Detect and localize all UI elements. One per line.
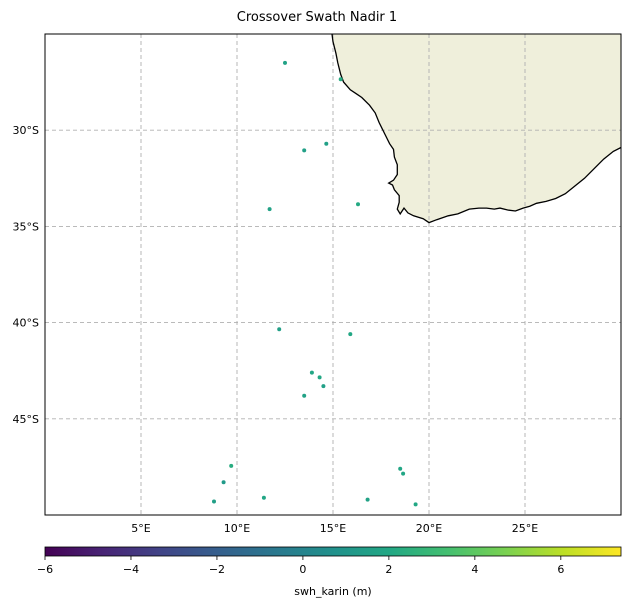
swath-point	[321, 384, 326, 389]
gridlines	[45, 34, 621, 515]
colorbar: −6 −4 −2 0 2 4 6 swh_karin (m)	[37, 546, 622, 598]
lat-tick-label: 40°S	[13, 317, 39, 330]
swath-point	[324, 141, 329, 146]
map-area	[44, 33, 622, 516]
coastline	[331, 34, 621, 224]
colorbar-tick-label: −4	[123, 563, 139, 576]
swath-point	[398, 466, 403, 471]
colorbar-label: swh_karin (m)	[294, 585, 371, 598]
latitude-tick-labels: 30°S 35°S 40°S 45°S	[13, 124, 39, 426]
swath-point	[302, 393, 307, 398]
lon-tick-label: 5°E	[131, 522, 150, 535]
swath-point	[261, 495, 266, 500]
swath-point	[356, 202, 360, 207]
swath-point	[229, 463, 234, 468]
lat-tick-label: 35°S	[13, 220, 39, 233]
lon-tick-label: 15°E	[320, 522, 346, 535]
swath-point	[348, 332, 353, 337]
swath-point	[413, 502, 418, 507]
colorbar-ticks: −6 −4 −2 0 2 4 6	[37, 556, 564, 576]
colorbar-tick-label: 0	[299, 563, 306, 576]
colorbar-tick-label: 6	[557, 563, 564, 576]
swath-point	[401, 471, 406, 476]
swath-points	[212, 60, 418, 507]
lat-tick-label: 45°S	[13, 413, 39, 426]
map-frame	[44, 33, 622, 516]
colorbar-tick-label: 2	[385, 563, 392, 576]
swath-point	[365, 497, 370, 502]
swath-point	[338, 77, 343, 82]
swath-point	[221, 480, 226, 485]
land-polygon	[332, 34, 621, 223]
colorbar-gradient	[44, 546, 622, 557]
swath-point	[317, 375, 322, 380]
swath-point	[283, 60, 287, 65]
swath-point	[267, 207, 272, 212]
colorbar-tick-label: 4	[471, 563, 478, 576]
swath-point	[302, 148, 307, 153]
lat-tick-label: 30°S	[13, 124, 39, 137]
swath-point	[277, 327, 282, 332]
colorbar-tick-label: −6	[37, 563, 53, 576]
map-title: Crossover Swath Nadir 1	[237, 10, 397, 25]
lon-tick-label: 25°E	[512, 522, 538, 535]
longitude-tick-labels: 5°E 10°E 15°E 20°E 25°E	[131, 522, 538, 535]
swath-point	[309, 370, 314, 375]
swath-point	[212, 499, 216, 504]
lon-tick-label: 20°E	[416, 522, 442, 535]
colorbar-tick-label: −2	[209, 563, 225, 576]
lon-tick-label: 10°E	[224, 522, 250, 535]
